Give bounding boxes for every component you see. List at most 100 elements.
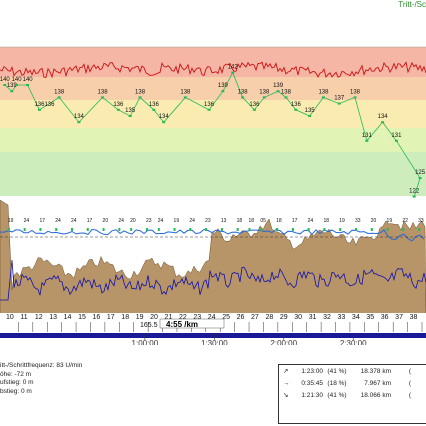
cadence-label: 24 (24, 218, 30, 224)
km-label: 28 (265, 314, 273, 321)
cadence-marker (402, 228, 405, 231)
cadence-marker (220, 228, 223, 231)
hr-marker (284, 96, 288, 99)
km-label: 34 (352, 314, 360, 321)
hr-marker-label: 136 (291, 102, 302, 108)
hr-zone-band (0, 77, 426, 100)
info-ascent: ufstieg: 0 m (0, 379, 34, 386)
hr-marker-label: 136 (149, 102, 160, 108)
cadence-label: 23 (205, 218, 211, 224)
heart-rate-line (0, 61, 426, 79)
km-label: 32 (323, 314, 331, 321)
cadence-label: 33 (355, 218, 361, 224)
cadence-marker (418, 228, 421, 231)
hr-marker (77, 121, 81, 124)
km-label: 14 (64, 314, 72, 321)
hr-marker (221, 90, 225, 93)
hr-marker (337, 102, 341, 105)
cadence-label: 24 (308, 218, 314, 224)
hr-zone-band (0, 152, 426, 196)
cadence-marker (236, 228, 239, 231)
hr-marker (308, 115, 312, 117)
cadence-label: 17 (39, 218, 45, 224)
cadence-marker (55, 228, 58, 231)
hr-marker (418, 177, 422, 179)
summary-row-uphill: ↗ 1:23:00 (41 %) 18.378 km ( (283, 367, 411, 376)
hr-marker (276, 90, 280, 93)
hr-marker (116, 108, 120, 111)
cadence-label: 18 (276, 218, 282, 224)
km-label: 24 (208, 314, 216, 321)
km-label: 33 (338, 314, 346, 321)
hr-marker-label: 140 (0, 77, 10, 83)
flat-arrow-icon: → (283, 379, 290, 387)
cadence-label: 19 (174, 218, 180, 224)
cadence-marker (355, 228, 357, 231)
hr-marker (57, 96, 61, 99)
hr-marker-label: 138 (259, 89, 270, 95)
downhill-arrow-icon: ↘ (283, 392, 289, 399)
hr-marker-label: 142 (228, 65, 239, 71)
km-label: 15 (78, 314, 86, 321)
hr-marker (365, 139, 369, 142)
km-label: 16 (92, 314, 100, 321)
hr-marker-label: 138 (318, 89, 329, 95)
hr-zone-band (0, 128, 426, 152)
hr-marker-label: 138 (238, 89, 249, 95)
hr-marker (381, 121, 385, 124)
km-label: 31 (309, 314, 317, 321)
cadence-marker (130, 228, 133, 231)
cadence-label: 24 (118, 218, 124, 224)
cadence-label: 24 (189, 218, 195, 224)
km-label: 10 (6, 314, 14, 321)
hr-marker (231, 71, 235, 74)
pace-prefix: 165.5 (140, 322, 158, 329)
cadence-marker (260, 228, 263, 231)
cadence-label: 20 (130, 218, 136, 224)
elevation-area (0, 199, 426, 324)
cadence-marker (102, 228, 105, 231)
cadence-label: 18 (249, 218, 255, 224)
hr-marker (101, 96, 105, 99)
x-tick-label: 2:00:00 (270, 339, 297, 345)
speed-line (0, 259, 426, 301)
hr-marker (162, 121, 166, 124)
chart-title: Tritt-/Sc (398, 0, 426, 9)
cadence-label: 24 (71, 218, 77, 224)
cadence-marker (307, 228, 310, 231)
hr-marker-label: 139 (218, 83, 229, 89)
hr-marker (3, 84, 7, 86)
km-label: 18 (121, 314, 129, 321)
cadence-marker (173, 228, 176, 231)
cadence-marker (157, 228, 160, 231)
cadence-marker (23, 228, 26, 231)
cadence-marker (339, 228, 342, 231)
summary-row-downhill: ↘ 1:21:30 (41 %) 18.066 km ( (283, 391, 411, 400)
hr-marker (412, 195, 416, 198)
info-descent: bstieg: 0 m (0, 387, 32, 395)
cadence-marker (248, 228, 251, 231)
km-label: 13 (49, 314, 57, 321)
hr-marker-label: 136 (204, 102, 215, 108)
hr-marker-label: 139 (7, 83, 18, 89)
hr-marker-label: 122 (409, 189, 420, 195)
hr-marker (15, 84, 19, 86)
hr-marker (138, 96, 142, 99)
km-label: 37 (395, 314, 403, 321)
hr-marker-label: 140 (12, 77, 23, 83)
hr-marker-label: 137 (334, 96, 345, 102)
pace-label: 4:55 /km (166, 320, 198, 329)
hr-marker-label: 135 (125, 108, 136, 114)
hr-marker-label: 138 (281, 89, 292, 95)
cadence-marker (205, 228, 208, 231)
hr-marker-label: 134 (74, 114, 85, 120)
cadence-marker (189, 228, 192, 231)
hr-marker (321, 96, 325, 99)
cadence-markers: 19 24 17 24 24 17 20 24 20 23 24 19 24 23 13 18 18 05 18 17… (7, 218, 424, 231)
info-cadence: itt-/Schrittfrequenz: 83 U/min (0, 362, 83, 369)
cadence-marker (86, 228, 89, 231)
hr-marker-label: 134 (378, 114, 389, 120)
cadence-label: 18 (237, 218, 243, 224)
